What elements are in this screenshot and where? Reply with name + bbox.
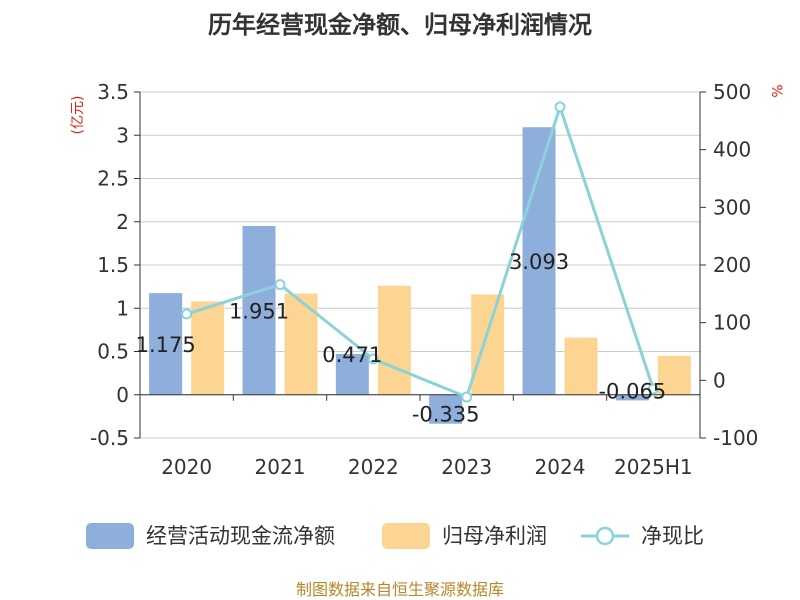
x-tick-label: 2023 (441, 455, 492, 479)
chart-title: 历年经营现金净额、归母净利润情况 (208, 11, 592, 39)
left-tick-label: 2 (116, 210, 129, 234)
axis-lines (139, 92, 701, 438)
bar (429, 394, 463, 424)
cash-ratio-point (274, 279, 286, 291)
left-tick-label: 0 (116, 383, 129, 407)
data-label: 0.471 (322, 343, 382, 367)
legend-swatch-net-profit (382, 523, 430, 549)
legend-item-net-profit[interactable]: 归母净利润 (382, 523, 547, 549)
left-tick-label: 3.5 (97, 80, 129, 104)
x-tick-label: 2025H1 (614, 455, 693, 479)
data-labels: 1.175 1.951 0.471 -0.335 3.093 -0.065 (136, 250, 667, 427)
bar (149, 293, 183, 395)
legend-marker-cash-ratio (595, 526, 615, 546)
bar (471, 294, 505, 395)
legend-label-operating-cashflow: 经营活动现金流净额 (146, 524, 335, 548)
bar (615, 394, 649, 401)
bar (564, 337, 598, 395)
right-axis: 500 400 300 200 100 0 -100 (700, 80, 758, 450)
data-label: 1.951 (229, 299, 289, 323)
cash-ratio-point (461, 391, 473, 403)
data-label: -0.065 (598, 379, 666, 403)
line-series (181, 101, 659, 403)
left-tick-label: 1.5 (97, 253, 129, 277)
bar (377, 285, 411, 395)
right-tick-label: 0 (713, 368, 726, 392)
right-tick-label: -100 (713, 426, 758, 450)
data-label: -0.335 (412, 403, 480, 427)
cash-ratio-point (554, 101, 566, 113)
right-tick-label: 200 (713, 253, 751, 277)
bar (657, 355, 691, 395)
left-axis: 3.5 3 2.5 2 1.5 1 0.5 0 -0.5 (90, 80, 140, 450)
legend-item-operating-cashflow[interactable]: 经营活动现金流净额 (86, 523, 335, 549)
cash-ratio-point (181, 308, 193, 320)
bar-series (149, 127, 691, 424)
legend-swatch-operating-cashflow (86, 523, 134, 549)
left-tick-label: 1 (116, 296, 129, 320)
x-tick-label: 2020 (161, 455, 212, 479)
x-tick-label: 2022 (348, 455, 399, 479)
legend-item-cash-ratio[interactable]: 净现比 (581, 524, 704, 548)
legend-label-cash-ratio: 净现比 (641, 524, 704, 548)
right-tick-label: 100 (713, 311, 751, 335)
bar (242, 225, 276, 395)
left-tick-label: 3 (116, 123, 129, 147)
cash-ratio-line (186, 102, 655, 400)
right-tick-label: 300 (713, 195, 751, 219)
right-tick-label: 500 (713, 80, 751, 104)
x-tick-label: 2021 (255, 455, 306, 479)
x-axis: 2020 2021 2022 2023 2024 2025H1 (161, 455, 692, 479)
legend-label-net-profit: 归母净利润 (442, 524, 547, 548)
left-tick-label: 2.5 (97, 167, 129, 191)
cash-ratio-point (367, 353, 379, 365)
left-tick-label: -0.5 (90, 426, 129, 450)
x-tick-label: 2024 (535, 455, 586, 479)
data-label: 3.093 (509, 250, 569, 274)
gridlines (140, 91, 700, 439)
right-axis-unit: % (768, 84, 784, 97)
left-tick-label: 0.5 (97, 340, 129, 364)
bar (191, 301, 225, 395)
source-note: 制图数据来自恒生聚源数据库 (296, 580, 504, 599)
legend: 经营活动现金流净额 归母净利润 净现比 (86, 523, 704, 549)
left-axis-unit: (亿元) (70, 96, 86, 135)
cash-ratio-point (647, 383, 659, 395)
bar (335, 354, 369, 395)
data-label: 1.175 (136, 333, 196, 357)
right-tick-label: 400 (713, 138, 751, 162)
